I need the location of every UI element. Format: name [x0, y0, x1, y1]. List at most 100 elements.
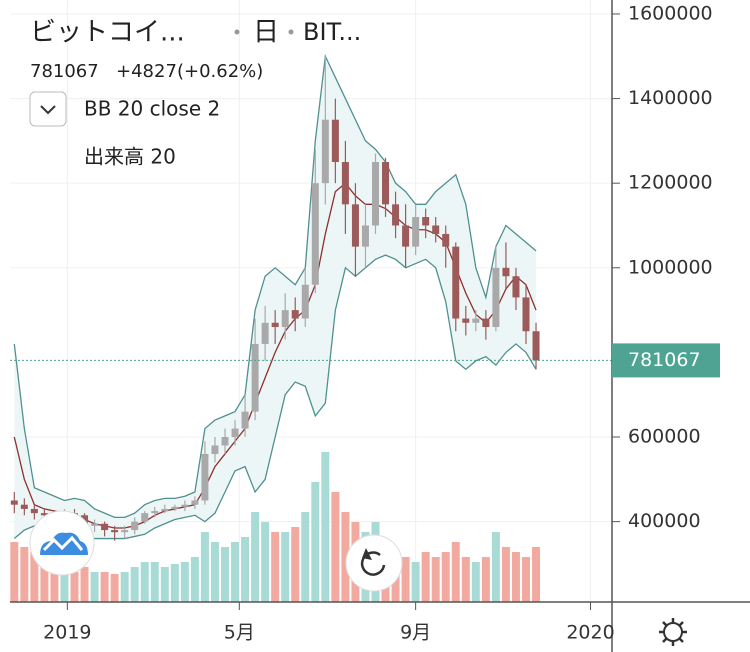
candle-body	[311, 183, 319, 285]
volume-bar	[80, 567, 89, 602]
candle-body	[392, 204, 400, 226]
candle-body	[231, 428, 239, 438]
indicator-label[interactable]: 出来高 20	[84, 145, 176, 169]
volume-bar	[301, 512, 310, 602]
volume-bar	[241, 537, 250, 602]
candle-body	[151, 511, 159, 514]
volume-bar	[261, 522, 270, 602]
last-price-label: 781067	[628, 349, 701, 371]
volume-bar	[511, 552, 520, 602]
candle-body	[472, 318, 480, 323]
volume-bar	[221, 547, 229, 602]
candle-body	[382, 162, 390, 205]
x-tick-label: 5月	[224, 622, 255, 644]
volume-bar	[311, 482, 320, 602]
reset-button[interactable]	[345, 534, 403, 592]
volume-bar	[130, 567, 139, 602]
volume-bar	[471, 562, 480, 602]
volume-bar	[321, 452, 330, 602]
price-change: +4827	[116, 61, 177, 82]
volume-bar	[291, 527, 300, 602]
y-tick-label: 600000	[628, 426, 701, 448]
y-tick-label: 1200000	[628, 172, 713, 194]
cloud-icon	[40, 532, 88, 555]
volume-bar	[160, 567, 169, 602]
last-price: 781067	[30, 61, 99, 82]
x-tick-label: 2020	[566, 622, 614, 644]
candle-body	[91, 523, 99, 526]
volume-bar	[10, 542, 19, 602]
candle-body	[372, 162, 379, 226]
cloud-line	[42, 535, 84, 552]
candle-body	[10, 500, 18, 505]
candle-body	[40, 513, 48, 516]
candle-body	[121, 530, 129, 533]
bb-upper-line	[13, 53, 537, 519]
candle-body	[422, 217, 430, 226]
candle-body	[271, 322, 279, 328]
volume-bar	[170, 564, 179, 602]
settings-icon[interactable]	[659, 618, 687, 646]
candle-body	[30, 508, 38, 514]
candle-body	[412, 217, 420, 247]
chevron-icon	[40, 105, 56, 115]
candle-body	[321, 119, 329, 184]
candle-body	[201, 453, 209, 501]
candle-body	[251, 343, 259, 412]
candle-body	[502, 267, 510, 277]
x-tick-label: 9月	[400, 622, 431, 644]
volume-bar	[501, 547, 510, 602]
candle-body	[442, 233, 450, 247]
volume-bar	[522, 557, 530, 602]
volume-bar	[90, 572, 99, 602]
candle-body	[281, 310, 289, 328]
symbol-title: ビットコイ...	[30, 18, 185, 48]
y-tick-label: 1600000	[628, 2, 713, 24]
exchange[interactable]: BIT...	[303, 18, 361, 46]
candle-body	[161, 508, 169, 512]
volume-bar	[40, 557, 49, 602]
candle-body	[131, 521, 139, 531]
y-tick-label: 1400000	[628, 87, 713, 109]
separator-dot	[234, 29, 240, 35]
volume-bar	[481, 557, 490, 602]
volume-bar	[431, 557, 440, 602]
volume-bar	[421, 552, 430, 602]
volume-bar	[60, 567, 69, 602]
candle-body	[111, 530, 119, 533]
volume-bar	[180, 562, 189, 602]
candle-body	[522, 297, 530, 332]
bb-lower-line	[13, 254, 537, 540]
reset-arrow	[362, 548, 372, 560]
volume-bar	[251, 512, 260, 602]
candle-body	[221, 437, 229, 446]
candle-body	[181, 504, 189, 507]
volume-bar	[50, 562, 59, 602]
candle-body	[512, 276, 520, 298]
x-tick-label: 2019	[43, 622, 91, 644]
indicator-label[interactable]: BB 20 close 2	[84, 97, 220, 121]
volume-bar	[271, 532, 280, 602]
last-price-tag	[612, 343, 720, 378]
volume-bar	[441, 552, 450, 602]
volume-bar	[491, 532, 500, 602]
candle-body	[402, 225, 410, 247]
plot-area	[10, 0, 612, 602]
candle-body	[482, 318, 490, 328]
collapse-button[interactable]	[29, 91, 67, 127]
candle-body	[241, 411, 249, 429]
volume-bar	[341, 512, 350, 602]
volume-bar	[411, 562, 420, 602]
interval[interactable]: 日	[253, 18, 279, 48]
candle-body	[301, 284, 309, 319]
candle-body	[291, 310, 299, 319]
volume-bar	[150, 562, 159, 602]
candle-body	[452, 246, 460, 319]
candle-body	[462, 318, 470, 323]
candle-body	[361, 225, 369, 247]
volume-bar	[110, 574, 119, 602]
candle-body	[432, 225, 440, 234]
candle-body	[171, 506, 179, 509]
volume-bar	[461, 557, 470, 602]
